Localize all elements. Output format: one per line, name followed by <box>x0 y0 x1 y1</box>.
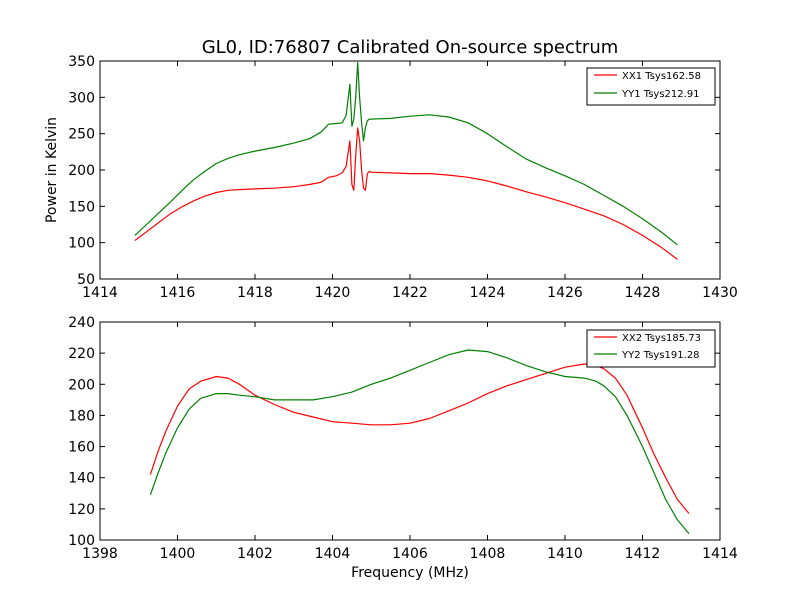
series-line-bottom-1 <box>149 363 690 514</box>
legend-label: XX1 Tsys162.58 <box>622 71 701 82</box>
y-tick-label: 50 <box>77 272 95 288</box>
plot-top: 1414 1416 1418 1420 1422 1424 1426 1428 1430 50 10… <box>68 54 738 301</box>
legend-top: XX1 Tsys162.58 YY1 Tsys212.91 <box>586 67 716 106</box>
y-axis-label-top: Power in Kelvin <box>44 117 60 223</box>
y-tick-label: 160 <box>68 440 95 456</box>
x-tick-label: 1422 <box>392 285 428 301</box>
x-tick-label: 1414 <box>702 546 738 562</box>
x-tick-label: 1408 <box>470 546 506 562</box>
y-tick-label: 120 <box>68 502 95 518</box>
y-tick-label: 100 <box>68 533 95 549</box>
y-tick-label: 100 <box>68 236 95 252</box>
y-tick-label: 300 <box>68 90 95 106</box>
x-tick-label: 1410 <box>547 546 583 562</box>
plot-bottom: 1398 1400 1402 1404 1406 1408 1410 1412 1414 100 1… <box>68 315 738 562</box>
x-tick-label: 1412 <box>625 546 661 562</box>
x-axis-label-bottom: Frequency (MHz) <box>351 565 469 581</box>
x-tick-label: 1406 <box>392 546 428 562</box>
legend-box <box>586 67 716 106</box>
x-tick-label: 1430 <box>702 285 738 301</box>
y-tick-label: 250 <box>68 127 95 143</box>
x-tick-label: 1404 <box>315 546 351 562</box>
x-tick-label: 1400 <box>160 546 196 562</box>
legend-label: XX2 Tsys185.73 <box>622 333 701 344</box>
x-tick-label: 1414 <box>82 285 118 301</box>
x-tick-label: 1424 <box>470 285 506 301</box>
x-tick-label: 1402 <box>237 546 273 562</box>
legend-label: YY2 Tsys191.28 <box>621 350 700 361</box>
y-tick-label: 350 <box>68 54 95 70</box>
series-line-top-1 <box>134 127 678 260</box>
x-tick-label: 1418 <box>237 285 273 301</box>
y-tick-label: 200 <box>68 163 95 179</box>
y-tick-label: 150 <box>68 199 95 215</box>
x-tick-label: 1416 <box>160 285 196 301</box>
legend-bottom: XX2 Tsys185.73 YY2 Tsys191.28 <box>586 329 716 368</box>
y-tick-label: 140 <box>68 471 95 487</box>
y-tick-label: 240 <box>68 315 95 331</box>
y-tick-label: 200 <box>68 377 95 393</box>
x-tick-label: 1428 <box>625 285 661 301</box>
series-line-top-2 <box>134 61 678 246</box>
series-line-bottom-2 <box>149 349 690 535</box>
y-tick-label: 220 <box>68 346 95 362</box>
legend-label: YY1 Tsys212.91 <box>621 89 700 100</box>
x-tick-label: 1426 <box>547 285 583 301</box>
chart-title: GL0, ID:76807 Calibrated On-source spect… <box>202 37 619 58</box>
x-tick-label: 1420 <box>315 285 351 301</box>
legend-box <box>586 329 716 368</box>
x-tick-label: 1398 <box>82 546 118 562</box>
y-tick-label: 180 <box>68 408 95 424</box>
